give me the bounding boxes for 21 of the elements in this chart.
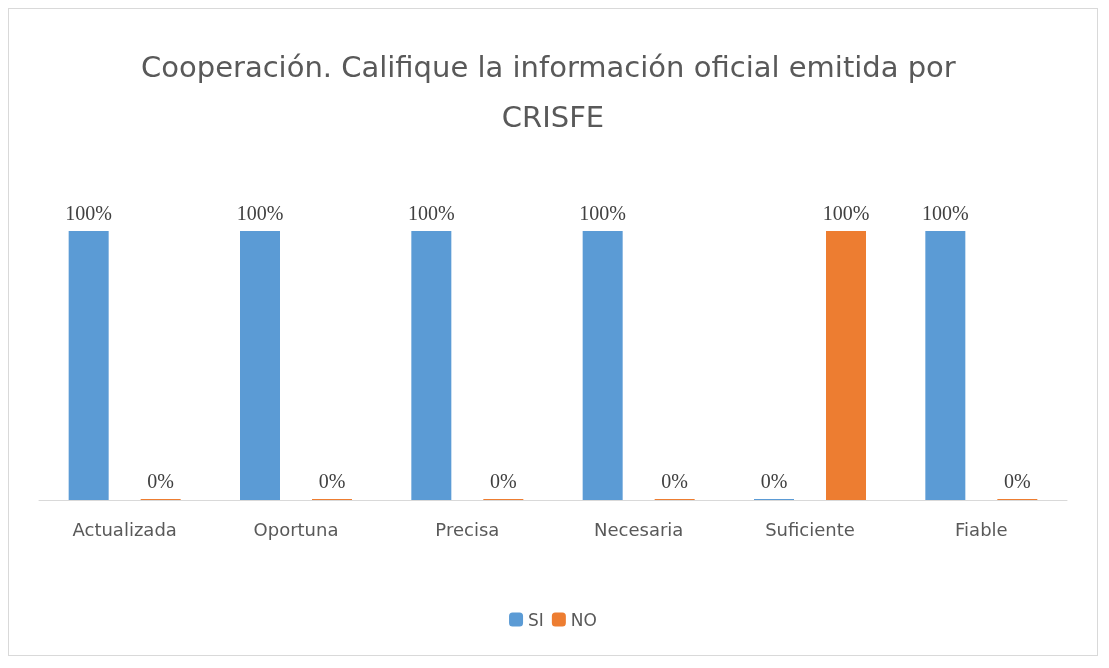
data-label: 100%: [579, 202, 626, 224]
data-label: 0%: [661, 470, 688, 492]
x-tick-label: Oportuna: [253, 518, 339, 540]
data-label: 100%: [922, 202, 969, 224]
x-tick-label: Suficiente: [765, 518, 855, 540]
data-label: 0%: [318, 470, 346, 492]
x-tick-label: Fiable: [955, 518, 1008, 540]
x-tick-label: Actualizada: [72, 518, 177, 540]
data-label: 0%: [760, 470, 788, 492]
legend-label: NO: [570, 609, 597, 630]
data-label: 100%: [65, 202, 112, 224]
data-label: 0%: [147, 470, 174, 492]
chart-title: Cooperación. Califique la información oficial emitida por CRISFE: [140, 50, 966, 134]
data-label: 100%: [408, 202, 455, 224]
x-tick-label: Precisa: [435, 518, 500, 540]
x-tick-label: Necesaria: [593, 518, 684, 540]
data-label: 0%: [1004, 470, 1031, 492]
data-label: 100%: [236, 202, 284, 224]
data-label: 100%: [822, 202, 870, 224]
data-label: 0%: [490, 470, 517, 492]
legend-label: SI: [528, 609, 544, 630]
